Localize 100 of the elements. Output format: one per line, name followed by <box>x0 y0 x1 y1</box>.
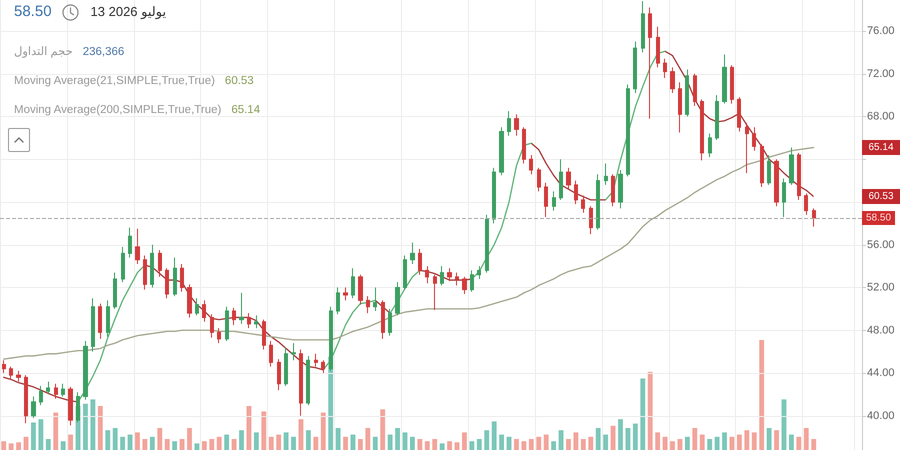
y-tick-label: 48.00 <box>867 324 895 336</box>
annotation: حجم التداول <box>14 46 73 60</box>
bar <box>209 439 214 450</box>
candlestick <box>113 272 117 310</box>
candlestick <box>507 110 511 136</box>
bar <box>68 434 74 450</box>
text: 60.53 <box>862 189 900 204</box>
bar <box>506 436 512 450</box>
candlestick <box>291 342 296 361</box>
y-tick-label: 56.00 <box>867 238 895 251</box>
candlestick <box>314 353 318 368</box>
candlestick <box>321 360 325 374</box>
candlestick <box>670 66 675 94</box>
candlestick <box>232 307 236 326</box>
bar <box>187 428 192 450</box>
bar <box>580 439 586 450</box>
bar <box>499 434 504 450</box>
bar <box>358 439 363 450</box>
bar <box>31 422 36 450</box>
candlestick <box>225 306 229 342</box>
bar <box>60 441 66 450</box>
candlestick <box>708 133 712 158</box>
candlestick <box>797 152 801 200</box>
bar <box>610 426 616 450</box>
candlestick <box>39 385 43 406</box>
y-tick-label: 44.00 <box>867 367 895 380</box>
bar <box>120 436 126 450</box>
bar <box>536 436 542 450</box>
bar <box>150 436 155 450</box>
bar <box>306 430 311 450</box>
candlestick <box>54 383 58 400</box>
candlestick <box>262 319 266 350</box>
candlestick <box>433 274 437 310</box>
line-series <box>3 146 814 360</box>
bar <box>142 439 148 450</box>
bar <box>588 436 594 450</box>
bar <box>462 432 467 450</box>
candlestick <box>685 68 689 118</box>
bar <box>648 372 653 450</box>
candlestick <box>165 268 169 299</box>
bar <box>447 441 452 450</box>
y-tick-label: 68.00 <box>867 110 895 123</box>
bar <box>730 436 734 450</box>
bar <box>603 434 608 450</box>
bar <box>224 434 230 450</box>
candlestick <box>128 227 132 258</box>
candlestick <box>499 126 504 176</box>
candlestick <box>745 122 749 174</box>
candlestick <box>121 246 125 283</box>
bar <box>774 430 779 450</box>
bar <box>692 428 698 450</box>
text: 65.14 <box>862 140 900 155</box>
ref-line-label: 58.50 <box>866 212 892 224</box>
candlestick <box>24 374 28 424</box>
candlestick <box>485 214 489 274</box>
candlestick <box>284 346 288 386</box>
candlestick <box>373 287 377 312</box>
candlestick <box>91 298 95 352</box>
candlestick <box>618 169 623 209</box>
bar <box>596 428 601 450</box>
candlestick <box>722 54 727 104</box>
bar <box>476 439 482 450</box>
candlestick <box>700 98 704 161</box>
bar <box>135 432 140 450</box>
candlestick <box>336 287 340 315</box>
bar <box>172 441 178 450</box>
bar <box>566 439 571 450</box>
bar <box>402 432 408 450</box>
bar <box>788 434 794 450</box>
candlestick <box>789 147 794 186</box>
candlestick <box>581 195 585 214</box>
annotation: 58.50 <box>14 3 52 21</box>
bar <box>632 424 638 450</box>
bar <box>521 441 526 450</box>
candlestick <box>150 244 154 288</box>
annotation: 60.53 <box>224 75 254 89</box>
candlestick <box>447 268 452 282</box>
bar <box>320 412 326 450</box>
bar <box>395 428 400 450</box>
bar <box>164 439 170 450</box>
candlestick <box>135 228 140 265</box>
candlestick <box>440 266 444 286</box>
candlestick <box>366 296 370 314</box>
candlestick <box>678 82 682 134</box>
candlestick <box>641 0 645 53</box>
candlestick <box>143 254 147 290</box>
bar <box>752 432 757 450</box>
bar <box>558 430 564 450</box>
bar <box>469 441 474 450</box>
candlestick <box>351 268 355 299</box>
candlestick <box>61 383 65 398</box>
candlestick <box>730 64 734 104</box>
candlestick <box>552 190 556 212</box>
candlestick <box>106 300 110 338</box>
bar <box>46 439 51 450</box>
bar <box>298 419 304 450</box>
candlestick <box>544 182 548 218</box>
bar <box>380 409 386 450</box>
bar <box>194 443 200 450</box>
bar <box>157 428 162 450</box>
